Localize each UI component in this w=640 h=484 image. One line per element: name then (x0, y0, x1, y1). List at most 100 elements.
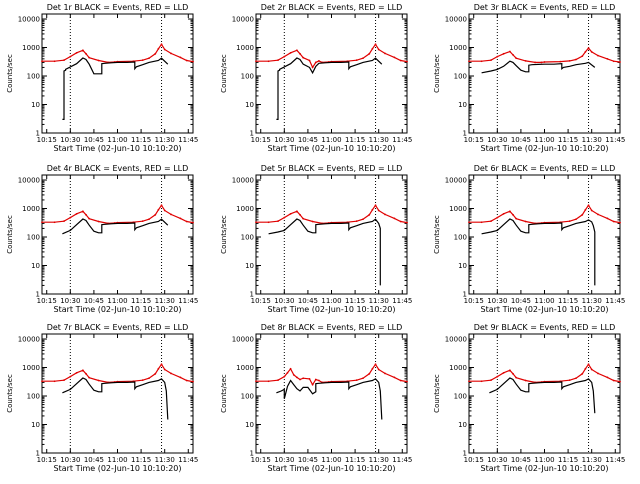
lld-point (53, 380, 56, 383)
lld-point (587, 363, 590, 366)
lld-point (374, 204, 377, 207)
y-axis-label: Counts/sec (220, 215, 228, 254)
y-tick-label: 1 (250, 291, 254, 299)
y-tick-label: 1 (250, 450, 254, 458)
lld-point (185, 220, 188, 223)
lld-point (157, 367, 160, 370)
x-tick-label: 10:45 (84, 136, 104, 144)
y-tick-label: 100 (27, 393, 40, 401)
panel-title: Det 2r BLACK = Events, RED = LLD (261, 3, 403, 12)
lld-point (97, 59, 100, 62)
lld-point (468, 380, 470, 383)
lld-point (619, 61, 621, 63)
y-tick-label: 1 (36, 130, 40, 138)
lld-point (69, 55, 72, 58)
plot-frame (468, 13, 621, 134)
lld-point (170, 213, 172, 216)
y-tick-label: 100 (454, 234, 467, 242)
lld-point (468, 60, 470, 63)
lld-point (289, 212, 292, 215)
x-tick-label: 10:30 (60, 297, 80, 305)
y-tick-label: 10 (31, 421, 40, 429)
x-tick-label: 11:15 (345, 456, 365, 464)
y-tick-label: 1000 (236, 205, 254, 213)
series-events-line (62, 377, 169, 420)
x-tick-label: 11:00 (321, 456, 341, 464)
y-tick-label: 10 (458, 262, 467, 270)
lld-point (314, 378, 317, 381)
x-tick-label: 11:45 (605, 297, 625, 305)
lld-point (496, 375, 499, 378)
lld-point (308, 59, 311, 62)
x-tick-label: 10:30 (60, 456, 80, 464)
lld-point (534, 61, 536, 64)
x-tick-label: 10:15 (37, 136, 57, 144)
lld-point (362, 377, 364, 380)
y-tick-label: 10000 (445, 177, 467, 185)
x-tick-label: 11:30 (582, 456, 602, 464)
plot-frame (468, 333, 621, 454)
y-tick-label: 10 (245, 421, 254, 429)
y-tick-label: 10 (458, 421, 467, 429)
x-tick-label: 10:15 (251, 136, 271, 144)
x-tick-label: 10:30 (274, 456, 294, 464)
x-tick-label: 11:30 (582, 136, 602, 144)
x-axis-label: Start Time (02-Jun-10 10:10:20) (481, 305, 609, 314)
lld-point (490, 379, 492, 382)
lld-point (277, 220, 279, 223)
lld-point (374, 43, 377, 46)
panel-title: Det 5r BLACK = Events, RED = LLD (261, 164, 403, 173)
series-events-line (276, 378, 383, 420)
y-tick-label: 1000 (236, 44, 254, 52)
lld-point (179, 56, 182, 59)
lld-point (575, 377, 577, 380)
x-axis-label: Start Time (02-Jun-10 10:10:20) (54, 144, 182, 153)
lld-point (63, 220, 65, 223)
lld-point (69, 216, 72, 219)
y-tick-label: 10 (31, 101, 40, 109)
x-tick-label: 10:30 (274, 297, 294, 305)
lld-point (540, 61, 543, 64)
x-tick-label: 11:00 (321, 297, 341, 305)
lld-point (318, 59, 320, 62)
x-tick-label: 11:15 (558, 456, 578, 464)
x-axis-label: Start Time (02-Jun-10 10:10:20) (481, 144, 609, 153)
x-tick-label: 11:00 (107, 136, 127, 144)
lld-point (399, 379, 402, 382)
x-tick-label: 11:00 (534, 136, 554, 144)
y-axis-label: Counts/sec (6, 215, 14, 254)
lld-point (69, 375, 72, 378)
lld-point (63, 59, 65, 62)
y-tick-label: 10 (31, 262, 40, 270)
x-tick-label: 11:00 (321, 136, 341, 144)
lld-point (192, 380, 194, 383)
x-tick-label: 11:15 (558, 136, 578, 144)
lld-point (559, 60, 562, 63)
lld-point (384, 52, 386, 55)
lld-point (85, 372, 87, 375)
x-tick-label: 11:30 (155, 297, 175, 305)
lld-point (619, 380, 621, 383)
lld-point (318, 379, 320, 382)
y-tick-label: 1000 (449, 364, 467, 372)
lld-point (157, 47, 160, 50)
lld-point (587, 204, 590, 207)
x-tick-label: 10:15 (251, 297, 271, 305)
lld-point (606, 57, 609, 60)
plot-frame (41, 333, 194, 454)
lld-point (283, 55, 286, 58)
y-tick-label: 100 (454, 73, 467, 81)
x-tick-label: 10:15 (37, 456, 57, 464)
lld-point (163, 368, 166, 371)
plot-frame (41, 13, 194, 134)
lld-point (512, 213, 514, 216)
lld-point (368, 372, 371, 375)
lld-point (371, 47, 374, 50)
lld-point (515, 376, 518, 379)
y-tick-label: 1000 (22, 44, 40, 52)
x-tick-label: 11:15 (131, 136, 151, 144)
